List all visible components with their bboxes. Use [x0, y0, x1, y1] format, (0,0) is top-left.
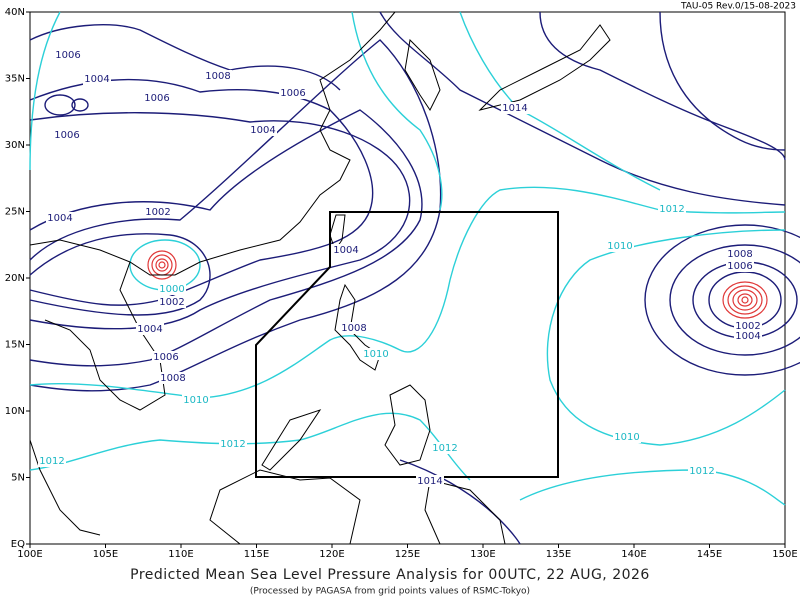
- label-backdrop: [53, 129, 81, 141]
- label-backdrop: [613, 431, 641, 443]
- lat-label: 10N: [5, 406, 25, 417]
- label-backdrop: [83, 73, 111, 85]
- label-backdrop: [159, 372, 187, 384]
- label-backdrop: [688, 465, 716, 477]
- lon-label: 150E: [772, 549, 797, 560]
- isobar-label: 1006: [280, 88, 305, 99]
- label-backdrop: [38, 455, 66, 467]
- label-backdrop: [144, 206, 172, 218]
- isobar-label: 1004: [137, 324, 162, 335]
- isobar-label: 1010: [183, 395, 208, 406]
- lat-label: 25N: [5, 207, 25, 218]
- lat-label: 40N: [5, 7, 25, 18]
- isobar-label: 1012: [39, 456, 64, 467]
- lon-label: 115E: [244, 549, 269, 560]
- label-backdrop: [726, 248, 754, 260]
- label-backdrop: [136, 323, 164, 335]
- lon-label: 110E: [168, 549, 193, 560]
- isobar-label: 1010: [614, 432, 639, 443]
- isobar-label: 1002: [145, 207, 170, 218]
- label-backdrop: [249, 124, 277, 136]
- label-backdrop: [158, 283, 186, 295]
- label-backdrop: [332, 244, 360, 256]
- label-backdrop: [158, 296, 186, 308]
- label-backdrop: [279, 87, 307, 99]
- coastlines: [29, 11, 611, 545]
- isobar-label: 1000: [159, 284, 184, 295]
- label-backdrop: [54, 49, 82, 61]
- map-frame: [29, 11, 786, 545]
- low-centers: [147, 250, 768, 319]
- isobar-label: 1006: [727, 261, 752, 272]
- label-backdrop: [362, 348, 390, 360]
- isobar-label: 1008: [341, 323, 366, 334]
- isobar-label: 1012: [432, 443, 457, 454]
- isobar-label: 1012: [659, 204, 684, 215]
- isobar-label: 1012: [689, 466, 714, 477]
- isobar-label: 1006: [54, 130, 79, 141]
- label-backdrop: [219, 438, 247, 450]
- isobar-label: 1008: [160, 373, 185, 384]
- lat-label: 20N: [5, 273, 25, 284]
- label-backdrop: [726, 260, 754, 272]
- lon-label: 100E: [17, 549, 42, 560]
- isobar-label: 1010: [363, 349, 388, 360]
- par-boundary: [255, 211, 559, 478]
- label-backdrop: [143, 92, 171, 104]
- lon-label: 125E: [395, 549, 420, 560]
- isobar-label: 1004: [735, 331, 760, 342]
- lon-label: 135E: [546, 549, 571, 560]
- isobar-label: 1006: [144, 93, 169, 104]
- lon-label: 130E: [470, 549, 495, 560]
- label-backdrop: [204, 70, 232, 82]
- isobar-label: 1004: [333, 245, 358, 256]
- label-backdrop: [340, 322, 368, 334]
- isobar-label: 1014: [502, 103, 527, 114]
- isobar-label: 1006: [153, 352, 178, 363]
- isobar-label: 1004: [250, 125, 275, 136]
- isobar-label: 1008: [205, 71, 230, 82]
- label-backdrop: [182, 394, 210, 406]
- map-subtitle: (Processed by PAGASA from grid points va…: [250, 587, 530, 597]
- lon-label: 145E: [697, 549, 722, 560]
- isobar-label: 1008: [727, 249, 752, 260]
- revision: TAU-05 Rev.0/15-08-2023: [680, 2, 796, 12]
- lat-label: 5N: [11, 473, 25, 484]
- isobar-label: 1002: [735, 321, 760, 332]
- label-backdrop: [416, 475, 444, 487]
- label-backdrop: [734, 330, 762, 342]
- label-backdrop: [606, 240, 634, 252]
- label-backdrop: [734, 320, 762, 332]
- lat-label: 15N: [5, 340, 25, 351]
- lat-label: EQ: [11, 539, 25, 550]
- lon-label: 140E: [621, 549, 646, 560]
- isobar-label: 1012: [220, 439, 245, 450]
- label-backdrop: [501, 102, 529, 114]
- label-backdrop: [152, 351, 180, 363]
- lon-label: 120E: [319, 549, 344, 560]
- isobar-label: 1006: [55, 50, 80, 61]
- lat-label: 35N: [5, 74, 25, 85]
- lat-label: 30N: [5, 140, 25, 151]
- isobar-label: 1010: [607, 241, 632, 252]
- label-backdrop: [46, 212, 74, 224]
- lon-label: 105E: [93, 549, 118, 560]
- isobar-label: 1004: [84, 74, 109, 85]
- isobar-label: 1002: [159, 297, 184, 308]
- label-backdrop: [658, 203, 686, 215]
- isobar-label: 1004: [47, 213, 72, 224]
- label-backdrop: [431, 442, 459, 454]
- map-title: Predicted Mean Sea Level Pressure Analys…: [130, 567, 650, 583]
- isobar-label: 1014: [417, 476, 442, 487]
